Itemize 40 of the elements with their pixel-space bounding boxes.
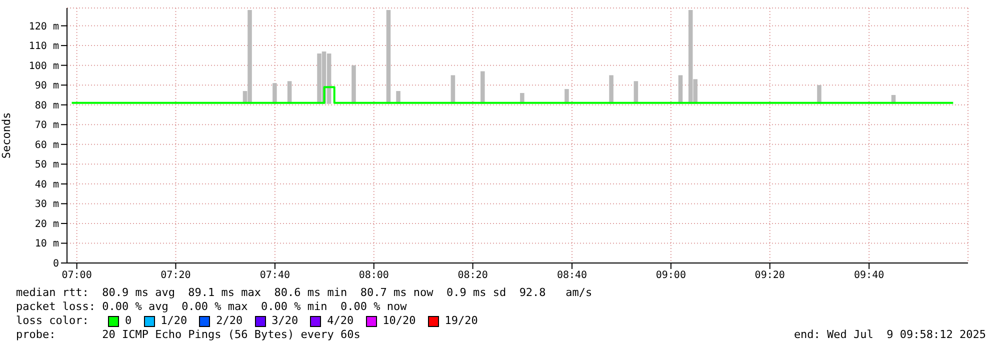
text: packet loss: 0.00 % avg 0.00 % max 0.00 % min 0.00 % now xyxy=(16,300,408,314)
legend-label: 19/20 xyxy=(444,314,478,328)
bar xyxy=(272,83,277,104)
y-tick-label: 30 m xyxy=(34,199,59,210)
x-tick-label: 07:00 xyxy=(62,270,92,282)
x-tick-label: 08:00 xyxy=(358,270,389,282)
x-tick-label: 09:00 xyxy=(656,270,686,282)
y-tick-label: 120 m xyxy=(28,21,59,32)
text: median rtt: 80.9 ms avg 89.1 ms max 80.6 ms min 80.7 ms now 0.9 ms sd 92.8 am/s xyxy=(16,286,594,300)
legend-label: 1/20 xyxy=(160,314,188,328)
y-tick-label: 70 m xyxy=(34,120,59,132)
bar xyxy=(480,71,485,104)
x-tick-label: 07:40 xyxy=(260,270,290,282)
x-tick-label: 09:40 xyxy=(854,270,884,282)
legend-title: loss color: xyxy=(16,314,90,328)
y-tick-label: 90 m xyxy=(34,80,59,92)
bar xyxy=(609,75,614,104)
x-tick-label: 08:20 xyxy=(458,270,488,282)
x-tick-label: 08:40 xyxy=(556,270,588,282)
y-tick-label: 100 m xyxy=(28,60,59,72)
legend-label: 4/20 xyxy=(326,314,354,328)
legend-label: 10/20 xyxy=(382,314,416,328)
legend-label: 0 xyxy=(124,314,132,328)
legend-label: 3/20 xyxy=(270,314,298,328)
bar xyxy=(386,10,391,104)
text: probe: 20 ICMP Echo Pings (56 Bytes) every 60s xyxy=(16,328,360,342)
y-tick-label: 10 m xyxy=(34,238,59,250)
y-tick-label: 110 m xyxy=(28,41,59,52)
legend-label: 2/20 xyxy=(215,314,243,328)
y-tick-label: 20 m xyxy=(34,218,59,230)
y-tick-label: 0 xyxy=(52,258,59,270)
y-tick-label: 80 m xyxy=(34,100,59,112)
bar xyxy=(352,65,356,104)
text: end: Wed Jul 9 09:58:12 2025 xyxy=(794,328,986,342)
y-tick-label: 40 m xyxy=(34,179,59,190)
x-tick-label: 07:20 xyxy=(160,270,191,282)
y-axis-title: Seconds xyxy=(0,112,13,159)
y-tick-label: 60 m xyxy=(34,140,59,151)
y-tick-label: 50 m xyxy=(34,160,59,171)
x-tick-label: 09:20 xyxy=(754,270,785,282)
